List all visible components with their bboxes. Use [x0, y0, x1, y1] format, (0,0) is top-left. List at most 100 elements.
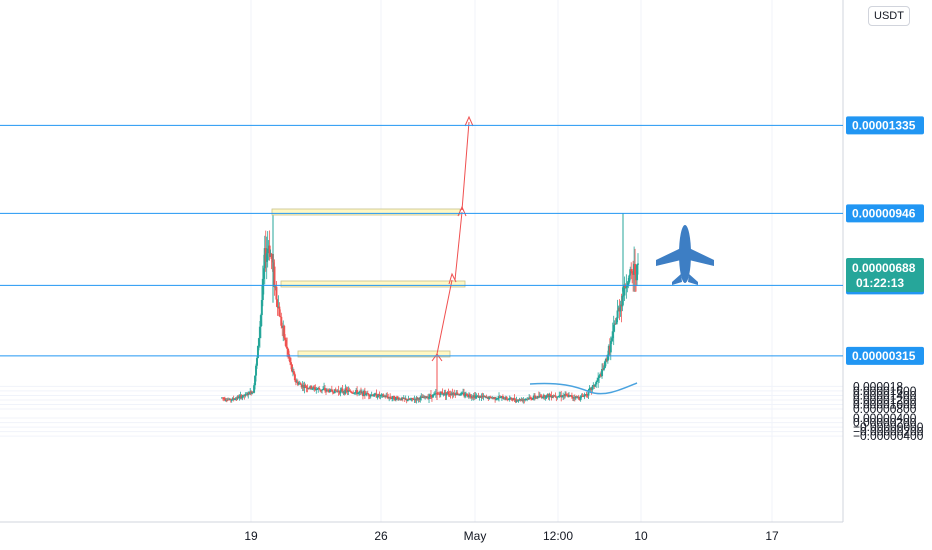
- candle-body: [425, 396, 428, 398]
- candle-body: [554, 395, 557, 397]
- candle-body: [465, 393, 468, 396]
- candle-body: [630, 269, 633, 272]
- candle-body: [322, 389, 325, 391]
- candle-body: [255, 358, 258, 366]
- candle-body: [290, 362, 293, 365]
- candle-body: [284, 337, 287, 340]
- candle-body: [453, 393, 456, 395]
- candle-body: [339, 389, 342, 394]
- candle-body: [513, 398, 516, 401]
- price-tick-label: 0.00001400: [853, 388, 917, 402]
- candle-body: [595, 381, 598, 385]
- candle-body: [233, 399, 236, 401]
- candle-body: [356, 390, 359, 394]
- candle-body: [579, 396, 582, 400]
- current-price-value: 0.00000688: [852, 261, 916, 275]
- level-label: 0.00000315: [852, 349, 916, 363]
- candle-body: [456, 392, 459, 395]
- candle-body: [258, 326, 261, 339]
- candle-body: [353, 392, 356, 394]
- candle-body: [268, 245, 271, 257]
- candle-body: [348, 389, 351, 391]
- candle-body: [582, 396, 585, 398]
- candle-body: [270, 253, 273, 259]
- candle-body: [259, 315, 262, 327]
- candle-body: [393, 396, 396, 400]
- candle-body: [279, 316, 282, 318]
- candle-body: [349, 390, 352, 392]
- candle-body: [369, 394, 372, 397]
- level-label: 0.00000946: [852, 206, 916, 220]
- level-label: 0.00001335: [852, 118, 916, 132]
- candle-body: [395, 396, 398, 398]
- candle-body: [299, 383, 302, 385]
- candle-body: [557, 396, 560, 398]
- time-tick-label: 17: [765, 529, 779, 543]
- candle-body: [260, 299, 263, 316]
- candle-body: [458, 393, 461, 395]
- candle-body: [341, 388, 344, 392]
- candle-body: [235, 398, 238, 400]
- currency-badge[interactable]: USDT: [868, 6, 910, 26]
- candle-body: [454, 394, 457, 396]
- candle-body: [596, 380, 599, 382]
- arrowhead-4: [464, 115, 474, 127]
- candle-body: [265, 253, 268, 262]
- candle-body: [372, 395, 375, 397]
- arrow-segment-4: [461, 121, 470, 211]
- candle-body: [289, 357, 292, 363]
- time-tick-label: 19: [244, 529, 258, 543]
- candle-body: [474, 395, 477, 399]
- candle-body: [290, 364, 293, 372]
- candle-body: [634, 264, 637, 275]
- candle-body: [296, 381, 299, 385]
- candle-body: [631, 271, 634, 274]
- candle-body: [564, 393, 567, 396]
- candle-body: [382, 394, 385, 397]
- time-axis-labels: 19 26 May 12:00 10 17: [244, 529, 779, 543]
- candle-body: [293, 374, 296, 381]
- candle-body: [406, 400, 409, 402]
- candle-body: [363, 390, 366, 395]
- time-tick-label: May: [464, 529, 487, 543]
- candle-body: [485, 396, 488, 398]
- candle-body: [510, 397, 513, 400]
- candle-body: [544, 397, 547, 399]
- candle-body: [445, 393, 448, 396]
- candle-body: [440, 391, 443, 393]
- candle-body: [319, 389, 322, 391]
- candle-body: [310, 385, 313, 389]
- candle-body: [565, 393, 568, 395]
- candle-body: [561, 396, 564, 398]
- candle-body: [373, 393, 376, 396]
- time-tick-label: 26: [374, 529, 388, 543]
- candle-body: [606, 354, 609, 361]
- candle-body: [541, 397, 544, 399]
- candle-body: [615, 318, 618, 325]
- candle-body: [241, 396, 244, 399]
- candle-body: [222, 397, 225, 399]
- candle-body: [439, 391, 442, 395]
- candle-body: [594, 384, 597, 387]
- candle-body: [328, 389, 331, 393]
- candle-body: [285, 339, 288, 347]
- candle-body: [331, 391, 334, 393]
- candle-body: [626, 286, 629, 288]
- price-tick-label: 0.00001200: [853, 393, 917, 407]
- candle-body: [334, 389, 337, 391]
- candle-body: [225, 400, 228, 402]
- candle-body: [256, 345, 259, 359]
- candle-body: [389, 397, 392, 399]
- candle-body: [419, 397, 422, 400]
- candle-body: [601, 368, 604, 377]
- candle-body: [530, 397, 533, 400]
- price-tick-label: −0.00000200: [853, 425, 924, 439]
- candle-body: [577, 396, 580, 399]
- candle-body: [501, 396, 504, 399]
- level-label-background: [846, 204, 924, 223]
- candle-body: [272, 262, 275, 267]
- candle-body: [278, 306, 281, 317]
- candles: [221, 213, 639, 404]
